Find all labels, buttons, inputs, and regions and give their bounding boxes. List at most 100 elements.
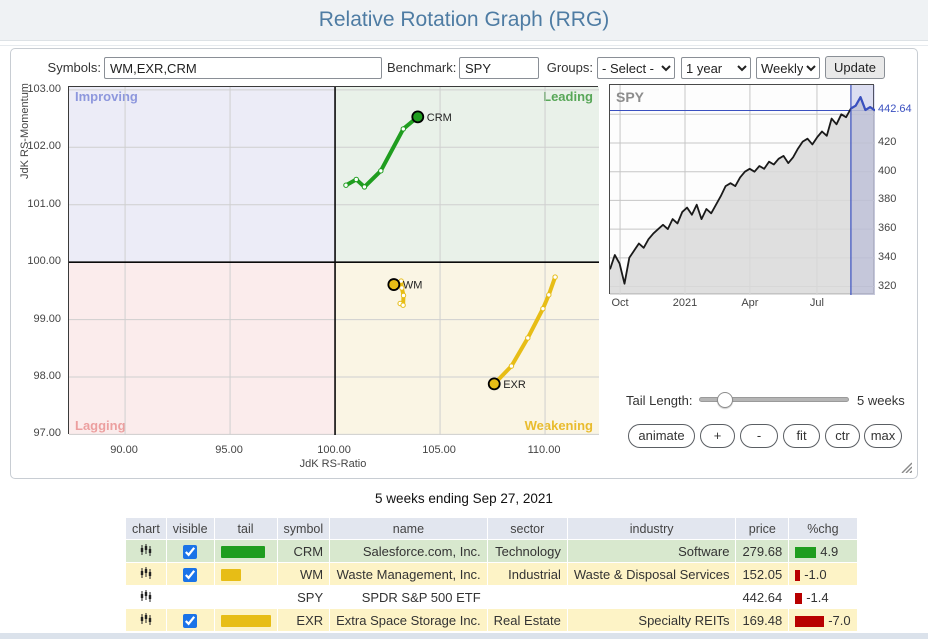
period-select[interactable]: 1 year bbox=[681, 57, 751, 79]
max-button[interactable]: max bbox=[864, 424, 902, 448]
symbol-dot-crm[interactable] bbox=[411, 110, 425, 124]
cell-price: 442.64 bbox=[735, 585, 790, 609]
visible-checkbox[interactable] bbox=[183, 544, 198, 559]
column-header-symbol[interactable]: symbol bbox=[276, 517, 331, 540]
quadrant-lagging: Lagging bbox=[69, 262, 336, 435]
column-header-industry[interactable]: industry bbox=[566, 517, 737, 540]
tail-point-exr bbox=[552, 274, 558, 280]
pct-change-value: -7.0 bbox=[828, 612, 851, 628]
table-header-row: chart visible tail symbol name sector industry… bbox=[125, 517, 858, 540]
pct-change-value: -1.0 bbox=[804, 566, 827, 582]
tail-length-slider-track[interactable] bbox=[699, 397, 849, 402]
y-axis-title: JdK RS-Momentum bbox=[19, 83, 31, 179]
resize-handle-icon[interactable] bbox=[898, 459, 912, 473]
cell-name: Extra Space Storage Inc. bbox=[329, 608, 488, 632]
mini-y-tick-label: 380 bbox=[878, 193, 897, 206]
pct-change-bar bbox=[795, 569, 801, 581]
tail-point-exr bbox=[540, 305, 546, 312]
y-tick-label: 100.00 bbox=[27, 255, 61, 268]
x-tick-label: 110.00 bbox=[527, 444, 561, 456]
symbol-label-exr: EXR bbox=[503, 379, 526, 391]
column-header-name[interactable]: name bbox=[329, 517, 488, 540]
column-header-sector[interactable]: sector bbox=[486, 517, 568, 540]
y-tick-label: 102.00 bbox=[27, 140, 61, 153]
y-tick-label: 99.00 bbox=[33, 312, 61, 325]
tail-line-exr bbox=[492, 275, 558, 386]
column-header-price[interactable]: price bbox=[735, 517, 790, 540]
visible-checkbox[interactable] bbox=[183, 613, 198, 628]
tail-color-swatch bbox=[220, 546, 265, 559]
candlestick-chart-icon bbox=[140, 543, 152, 556]
x-axis-title: JdK RS-Ratio bbox=[299, 458, 367, 470]
symbols-table: chart visible tail symbol name sector industry… bbox=[125, 517, 858, 632]
candlestick-chart-icon bbox=[140, 589, 152, 602]
benchmark-input[interactable] bbox=[459, 57, 539, 79]
symbol-label-crm: CRM bbox=[427, 112, 452, 124]
cell-name: Salesforce.com, Inc. bbox=[329, 539, 488, 563]
column-header-chg[interactable]: %chg bbox=[788, 517, 858, 540]
cell-tail bbox=[213, 539, 278, 563]
tail-length-label: Tail Length: bbox=[626, 393, 693, 408]
y-tick-label: 97.00 bbox=[33, 427, 61, 440]
symbol-dot-wm[interactable] bbox=[387, 278, 401, 291]
table-row-exr[interactable]: EXR Extra Space Storage Inc. Real Estate Sp… bbox=[125, 608, 858, 632]
symbols-input[interactable] bbox=[104, 57, 382, 79]
cell-industry bbox=[566, 585, 737, 609]
fit-button[interactable]: fit bbox=[783, 424, 820, 448]
center-button[interactable]: ctr bbox=[825, 424, 860, 448]
candlestick-chart-icon bbox=[140, 566, 152, 579]
mini-x-tick-label: Apr bbox=[741, 297, 759, 309]
rrg-chart[interactable]: Improving Leading Lagging Weakening CRM WM EXR bbox=[68, 86, 599, 435]
cell-name: Waste Management, Inc. bbox=[329, 562, 488, 586]
cell-sector: Technology bbox=[486, 539, 568, 563]
mini-y-tick-label: 360 bbox=[878, 222, 897, 235]
table-row-wm[interactable]: WM Waste Management, Inc. Industrial Waste … bbox=[125, 562, 858, 586]
tail-color-swatch bbox=[220, 615, 271, 628]
x-tick-label: 95.00 bbox=[215, 444, 243, 456]
table-row-crm[interactable]: CRM Salesforce.com, Inc. Technology Softwar… bbox=[125, 539, 858, 563]
tail-length-slider-knob[interactable] bbox=[717, 392, 733, 408]
cell-sector: Industrial bbox=[486, 562, 568, 586]
cell-chart-link[interactable] bbox=[125, 539, 167, 563]
cell-tail bbox=[213, 608, 278, 632]
price-line-highlight bbox=[850, 96, 876, 112]
cell-price: 152.05 bbox=[735, 562, 790, 586]
quadrant-improving: Improving bbox=[69, 87, 336, 263]
cell-symbol: SPY bbox=[276, 585, 331, 609]
cell-industry: Waste & Disposal Services bbox=[566, 562, 737, 586]
groups-select[interactable]: - Select - bbox=[597, 57, 675, 79]
zoom-in-button[interactable]: + bbox=[700, 424, 735, 448]
mini-x-tick-label: 2021 bbox=[672, 297, 698, 309]
cell-chart-link[interactable] bbox=[125, 608, 167, 632]
header-divider bbox=[0, 45, 928, 46]
tail-point-crm bbox=[353, 176, 359, 183]
update-button[interactable]: Update bbox=[825, 56, 885, 79]
y-tick-label: 98.00 bbox=[33, 370, 61, 382]
column-header-tail[interactable]: tail bbox=[213, 517, 278, 540]
x-tick-label: 90.00 bbox=[110, 444, 138, 456]
cell-tail bbox=[213, 585, 278, 609]
bottom-section-edge bbox=[0, 633, 928, 639]
zoom-out-button[interactable]: - bbox=[740, 424, 778, 448]
column-header-visible[interactable]: visible bbox=[165, 517, 215, 540]
quadrant-label-lagging: Lagging bbox=[75, 417, 126, 433]
cell-price: 279.68 bbox=[735, 539, 790, 563]
frequency-select[interactable]: Weekly bbox=[756, 57, 820, 79]
mini-y-tick-label: 400 bbox=[878, 164, 897, 177]
pct-change-value: -1.4 bbox=[806, 589, 829, 605]
price-line bbox=[609, 96, 876, 285]
table-row-spy[interactable]: SPY SPDR S&P 500 ETF 442.64 -1.4 bbox=[125, 585, 858, 609]
symbol-dot-exr[interactable] bbox=[487, 377, 501, 391]
animate-button[interactable]: animate bbox=[628, 424, 695, 448]
mini-x-tick-label: Jul bbox=[809, 297, 824, 309]
cell-chart-link[interactable] bbox=[125, 585, 167, 609]
tail-point-crm bbox=[378, 168, 384, 174]
x-tick-label: 105.00 bbox=[422, 444, 456, 456]
benchmark-mini-chart[interactable] bbox=[609, 84, 876, 295]
quadrant-label-weakening: Weakening bbox=[524, 417, 593, 433]
cell-chart-link[interactable] bbox=[125, 562, 167, 586]
visible-checkbox[interactable] bbox=[183, 567, 198, 582]
column-header-chart[interactable]: chart bbox=[125, 517, 167, 540]
cell-price: 169.48 bbox=[735, 608, 790, 632]
